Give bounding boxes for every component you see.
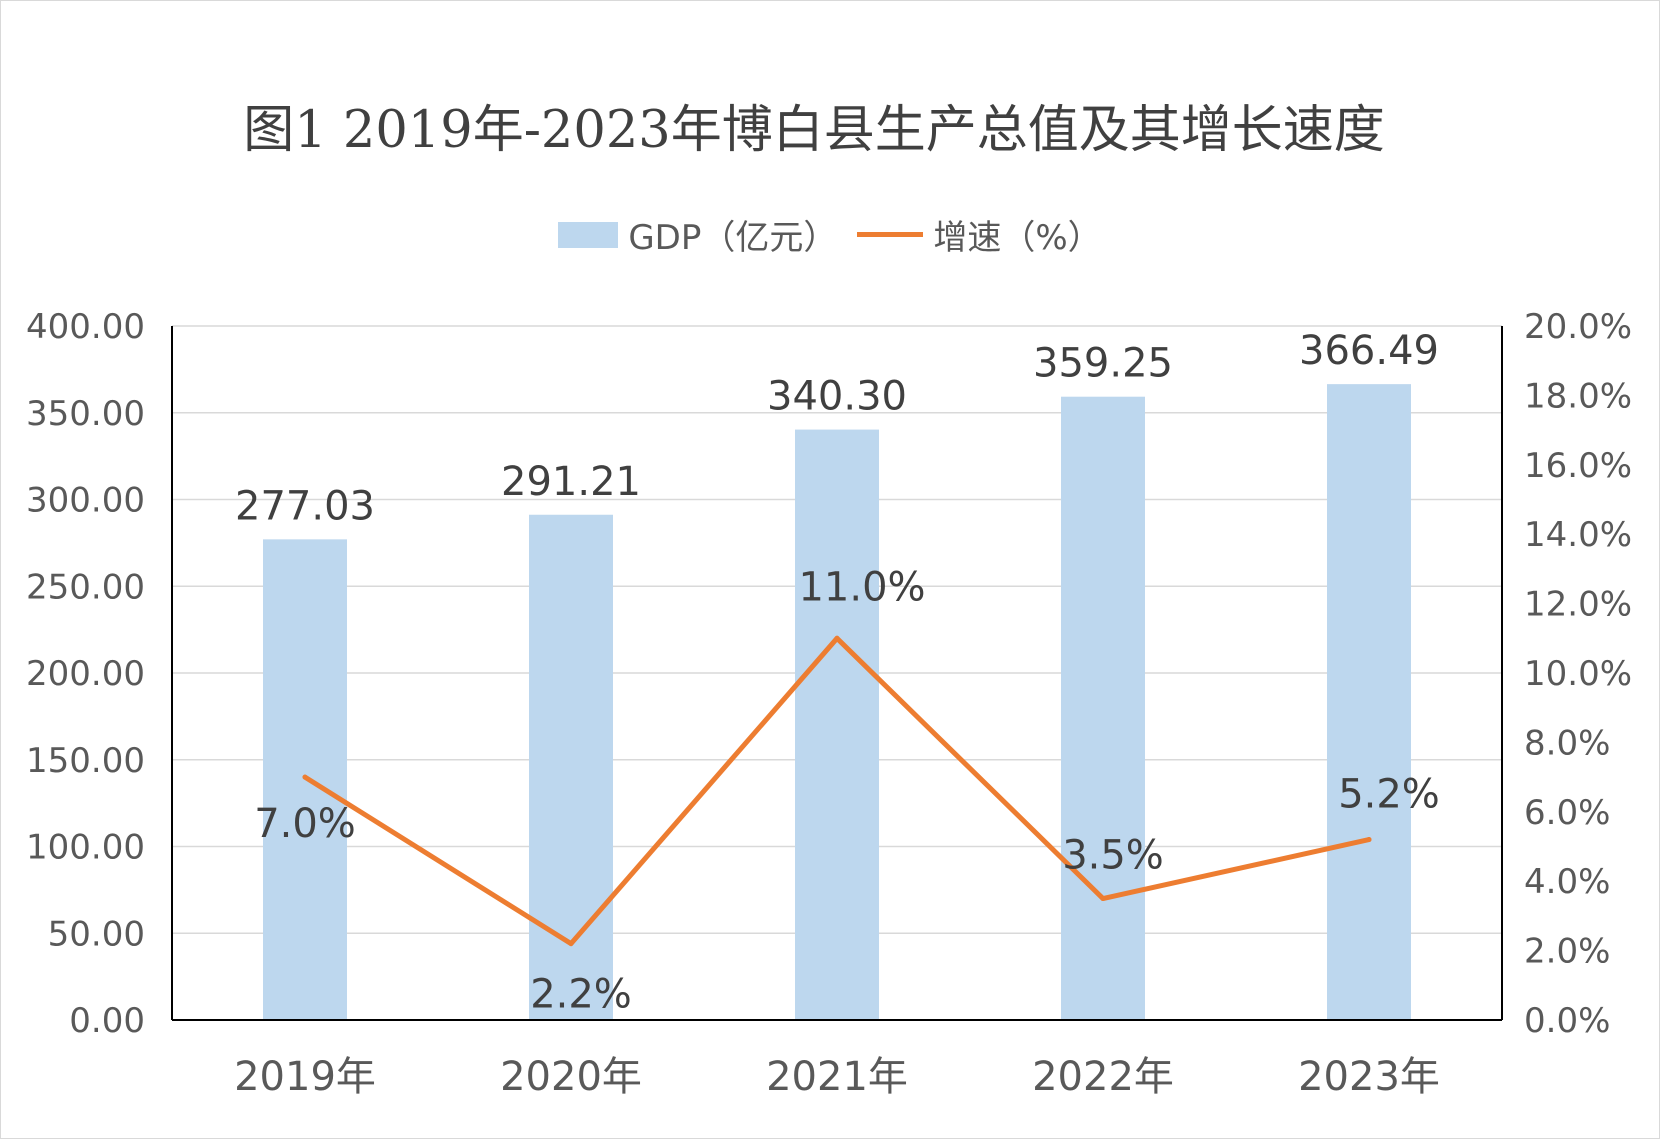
y-left-tick-label: 300.00 (26, 481, 145, 521)
x-tick-label: 2021年 (766, 1054, 908, 1100)
legend-item-gdp: GDP（亿元） (558, 210, 837, 259)
y-left-tick-label: 400.00 (26, 307, 145, 347)
growth-label: 5.2% (1338, 772, 1440, 818)
growth-point (1100, 896, 1106, 902)
y-right-tick-label: 8.0% (1524, 723, 1610, 763)
growth-point (834, 635, 840, 641)
growth-label: 3.5% (1062, 833, 1164, 879)
gdp-bar (1327, 384, 1411, 1020)
y-right-tick-label: 0.0% (1524, 1001, 1610, 1041)
legend-swatch-growth (857, 232, 924, 237)
y-right-tick-label: 12.0% (1524, 585, 1632, 625)
y-left-tick-label: 0.00 (69, 1001, 145, 1041)
y-left-tick-label: 50.00 (48, 914, 145, 954)
y-right-tick-label: 20.0% (1524, 307, 1632, 347)
y-left-tick-label: 100.00 (26, 828, 145, 868)
y-left-tick-label: 200.00 (26, 654, 145, 694)
gdp-bar-label: 366.49 (1299, 328, 1439, 374)
y-right-tick-label: 10.0% (1524, 654, 1632, 694)
y-right-tick-label: 2.0% (1524, 932, 1610, 972)
legend: GDP（亿元） 增速（%） (0, 210, 1660, 259)
gdp-bar (795, 429, 879, 1021)
y-left-tick-label: 350.00 (26, 394, 145, 434)
y-right-tick-label: 16.0% (1524, 446, 1632, 486)
y-right-tick-label: 6.0% (1524, 793, 1610, 833)
x-tick-label: 2023年 (1298, 1054, 1440, 1100)
chart-title: 图1 2019年-2023年博白县生产总值及其增长速度 (243, 101, 1385, 160)
y-left-tick-label: 250.00 (26, 567, 145, 607)
x-tick-label: 2022年 (1032, 1054, 1174, 1100)
growth-point (568, 941, 574, 947)
growth-label: 2.2% (530, 972, 632, 1018)
legend-label-growth: 增速（%） (933, 218, 1102, 258)
legend-label-gdp: GDP（亿元） (628, 218, 838, 258)
x-tick-label: 2019年 (234, 1054, 376, 1100)
x-tick-label: 2020年 (500, 1054, 642, 1100)
y-right-tick-label: 4.0% (1524, 862, 1610, 902)
growth-point (1366, 837, 1372, 843)
y-right-tick-label: 14.0% (1524, 515, 1632, 555)
legend-swatch-gdp (558, 221, 619, 248)
gdp-bar (1061, 396, 1145, 1020)
growth-label: 11.0% (798, 564, 925, 610)
gdp-bar (529, 514, 613, 1020)
growth-point (302, 774, 308, 780)
growth-label: 7.0% (254, 801, 356, 847)
gdp-bar-label: 359.25 (1033, 341, 1173, 387)
gdp-bar-label: 277.03 (235, 483, 375, 529)
gdp-bar-label: 291.21 (501, 459, 641, 505)
gdp-bar-label: 340.30 (767, 374, 907, 420)
y-left-tick-label: 150.00 (26, 741, 145, 781)
legend-item-growth: 增速（%） (857, 210, 1102, 259)
y-right-tick-label: 18.0% (1524, 376, 1632, 416)
